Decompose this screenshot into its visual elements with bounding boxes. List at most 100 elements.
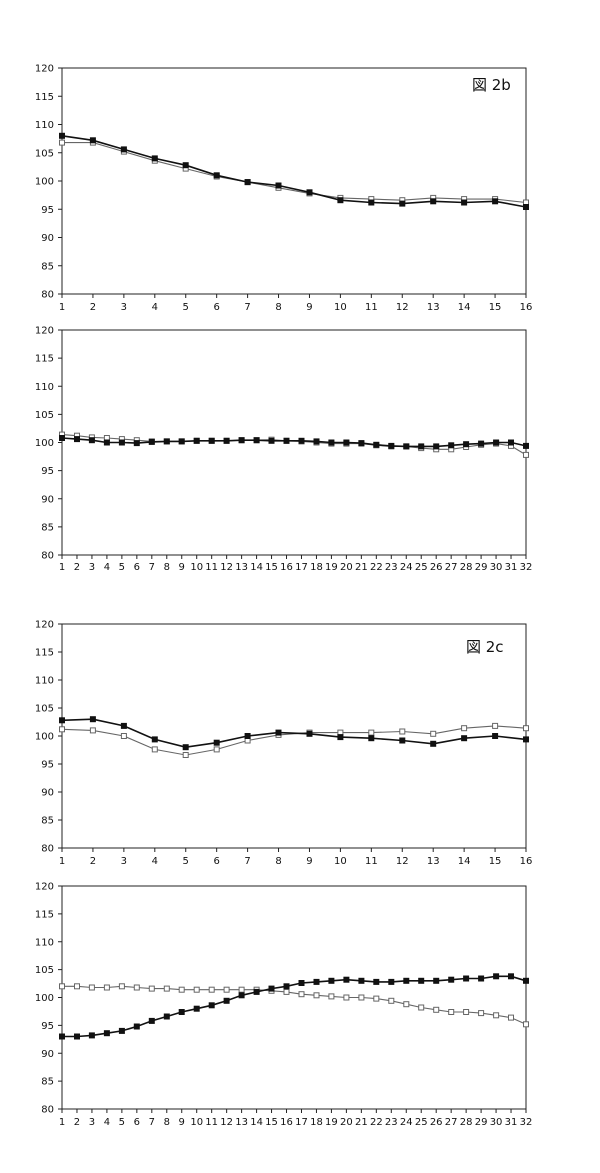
x-tick-label: 27 [445,562,458,573]
data-point-filled-square [120,722,127,729]
data-point-filled-square [403,443,410,450]
x-tick-label: 14 [458,856,471,867]
data-point-filled-square [148,1017,155,1024]
x-tick-label: 30 [490,562,503,573]
data-point-filled-square [133,1023,140,1030]
y-tick-label: 80 [41,844,54,855]
series-line-open-squares [62,142,527,204]
data-point-open-square [193,986,200,993]
data-point-filled-square [508,973,514,980]
data-point-filled-square [461,199,468,206]
x-tick-label: 2 [90,856,96,867]
data-point-filled-square [74,436,80,443]
data-point-filled-square [493,439,500,446]
y-tick-label: 80 [41,551,54,562]
data-point-filled-square [313,978,320,985]
chart-2b-top: 80 85 90 95 100 105 110 115 120 1 2 3 4 5 6 7 8 9 10 11 12 13… [0,0,600,320]
x-tick-label: 18 [310,562,323,573]
data-point-filled-square [306,730,313,737]
x-tick-label: 4 [152,302,158,313]
x-tick-label: 12 [220,562,233,573]
data-point-filled-square [493,973,500,980]
data-point-open-square [59,139,65,146]
x-tick-label: 31 [505,1117,518,1128]
series-line-filled-squares [62,975,527,1038]
data-point-filled-square [151,155,158,162]
plot-frame [61,623,527,849]
data-point-filled-square [358,977,365,984]
x-tick-label: 8 [164,562,170,573]
x-tick-label: 1 [59,856,65,867]
data-point-filled-square [223,437,230,444]
plot-frame [61,67,527,295]
y-tick-label: 115 [35,909,54,920]
x-tick-label: 19 [325,562,338,573]
x-tick-label: 10 [190,1117,203,1128]
data-point-filled-square [213,172,220,179]
data-point-filled-square [88,437,95,444]
data-point-filled-square [208,437,215,444]
y-tick-label: 110 [35,382,54,393]
series-line-filled-squares [61,135,527,208]
x-tick-label: 12 [396,302,409,313]
x-tick-label: 26 [430,562,443,573]
data-point-open-square [418,1004,425,1011]
x-tick-label: 3 [89,1117,95,1128]
data-point-filled-square [223,997,230,1004]
x-tick-label: 9 [306,856,312,867]
data-point-open-square [148,985,155,992]
x-tick-label: 11 [205,562,218,573]
data-point-filled-square [523,442,529,449]
data-point-open-square [358,994,365,1001]
x-tick-label: 1 [59,302,65,313]
x-tick-label: 21 [355,1117,368,1128]
x-tick-label: 13 [427,302,440,313]
data-point-filled-square [492,733,499,739]
data-point-open-square [399,728,406,735]
data-point-open-square [283,988,290,995]
data-point-filled-square [103,1030,110,1037]
data-point-open-square [523,1021,529,1028]
data-point-open-square [328,993,335,1000]
x-tick-label: 5 [119,562,125,573]
y-tick-label: 100 [35,993,54,1004]
data-point-filled-square [118,439,125,446]
data-point-filled-square [59,1033,65,1040]
x-tick-label: 20 [340,562,353,573]
x-tick-label: 10 [334,302,347,313]
data-point-open-square [463,1009,470,1015]
data-point-filled-square [193,437,200,444]
data-point-filled-square [59,132,65,139]
x-tick-label: 16 [280,1117,293,1128]
x-tick-label: 6 [134,1117,140,1128]
series-line-open-squares [61,725,527,756]
x-tick-label: 12 [396,856,409,867]
y-tick-label: 90 [41,788,54,799]
x-tick-label: 14 [250,562,263,573]
y-tick-label: 95 [41,1021,54,1032]
y-tick-label: 80 [41,1105,54,1116]
data-point-filled-square [253,988,260,995]
data-point-open-square [182,752,189,758]
data-point-open-square [223,986,230,993]
x-tick-label: 13 [427,856,440,867]
data-point-open-square [59,983,65,990]
data-point-open-square [163,985,170,992]
x-tick-label: 10 [190,562,203,573]
data-point-filled-square [463,975,470,982]
y-tick-label: 115 [35,92,54,103]
data-point-filled-square [120,146,127,153]
x-tick-label: 30 [490,1117,503,1128]
y-tick-label: 85 [41,261,54,272]
data-point-filled-square [238,992,245,999]
y-tick-label: 85 [41,1077,54,1088]
data-point-filled-square [59,717,65,724]
data-point-filled-square [463,441,470,448]
data-point-open-square [478,1010,485,1017]
data-point-filled-square [89,716,96,723]
data-point-filled-square [343,976,350,983]
data-point-filled-square [478,975,485,982]
data-point-filled-square [298,980,305,986]
x-tick-label: 9 [179,1117,185,1128]
